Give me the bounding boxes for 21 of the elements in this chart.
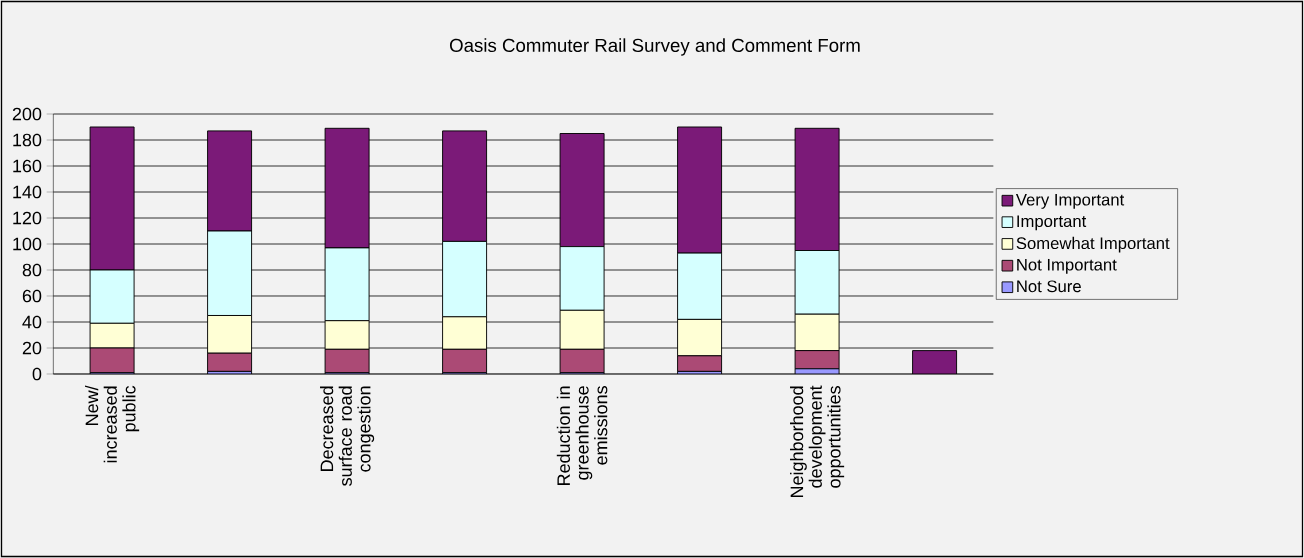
chart-title: Oasis Commuter Rail Survey and Comment Form — [449, 38, 860, 56]
y-tick-label: 0 — [32, 367, 42, 381]
y-tick-label: 120 — [13, 211, 42, 225]
x-tick-label: New/ increased public — [85, 385, 140, 463]
y-tick-label: 20 — [22, 341, 42, 355]
legend-label: Somewhat Important — [1016, 236, 1170, 253]
x-tick-label: Neighborhood development opportunities — [790, 385, 845, 497]
y-tick-label: 180 — [13, 133, 42, 147]
legend-label: Very Important — [1015, 193, 1125, 209]
legend-label: Not Important — [1017, 258, 1117, 274]
legend-label: Important — [1017, 215, 1087, 231]
y-tick-label: 80 — [22, 263, 42, 277]
y-tick-label: 100 — [13, 237, 42, 251]
x-tick-label: Decreased surface road congestion — [320, 386, 375, 486]
y-tick-label: 200 — [12, 107, 42, 121]
y-tick-label: 40 — [22, 315, 42, 329]
y-tick-label: 140 — [13, 185, 42, 199]
y-tick-label: 60 — [22, 289, 42, 303]
y-tick-label: 160 — [13, 159, 42, 173]
x-tick-label: Reduction in greenhouse emissions — [556, 386, 608, 485]
legend-label: Not Sure — [1017, 280, 1081, 293]
